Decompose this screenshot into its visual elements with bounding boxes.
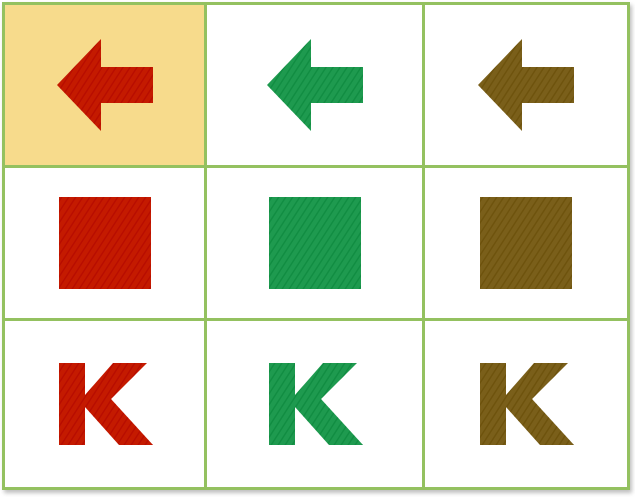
red-letter-k-piece xyxy=(58,363,153,445)
olive-letter-k-piece xyxy=(480,363,574,445)
cell-r1-c0[interactable] xyxy=(5,168,207,321)
red-left-arrow-piece xyxy=(56,39,153,131)
cell-r0-c2[interactable] xyxy=(425,5,627,168)
cell-r2-c2[interactable] xyxy=(425,321,627,487)
cell-r1-c1[interactable] xyxy=(207,168,425,321)
cell-r2-c1[interactable] xyxy=(207,321,425,487)
cell-r1-c2[interactable] xyxy=(425,168,627,321)
cell-r2-c0[interactable] xyxy=(5,321,207,487)
olive-left-arrow-piece xyxy=(478,39,574,131)
green-square-piece xyxy=(268,197,361,289)
cell-r0-c1[interactable] xyxy=(207,5,425,168)
olive-square-piece xyxy=(480,197,572,289)
green-left-arrow-piece xyxy=(266,39,363,131)
green-letter-k-piece xyxy=(268,363,363,445)
cell-r0-c0[interactable] xyxy=(5,5,207,168)
game-board xyxy=(2,2,630,490)
red-square-piece xyxy=(58,197,151,289)
